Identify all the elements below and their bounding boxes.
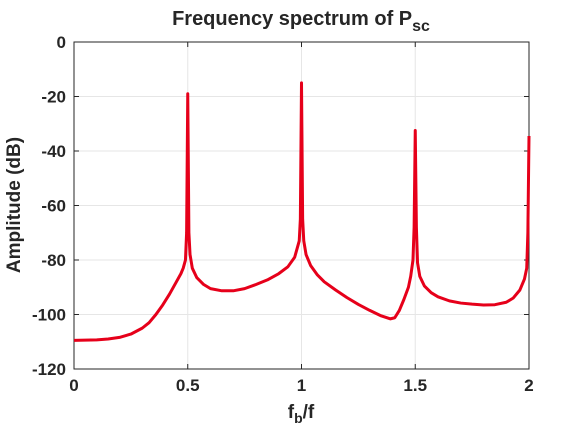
x-tick-label: 0 xyxy=(69,376,78,395)
x-tick-label: 0.5 xyxy=(176,376,200,395)
x-axis-label: fb/f xyxy=(288,402,315,426)
y-tick-label: -100 xyxy=(32,306,66,325)
y-tick-label: -20 xyxy=(41,88,66,107)
y-tick-label: -80 xyxy=(41,251,66,270)
series-line xyxy=(73,81,531,342)
y-tick-label: -60 xyxy=(41,197,66,216)
y-tick-label: 0 xyxy=(57,33,66,52)
x-tick-label: 1.5 xyxy=(403,376,427,395)
y-tick-label: -40 xyxy=(41,142,66,161)
y-axis-label: Amplitude (dB) xyxy=(4,137,25,273)
y-tick-label: -120 xyxy=(32,360,66,379)
chart-title: Frequency spectrum of Psc xyxy=(172,8,430,35)
tick-labels: 0 0.5 1 1.5 2 0 -20 -40 -60 -80 -100 -120 xyxy=(32,33,534,395)
x-tick-label: 1 xyxy=(297,376,306,395)
x-tick-label: 2 xyxy=(524,376,533,395)
